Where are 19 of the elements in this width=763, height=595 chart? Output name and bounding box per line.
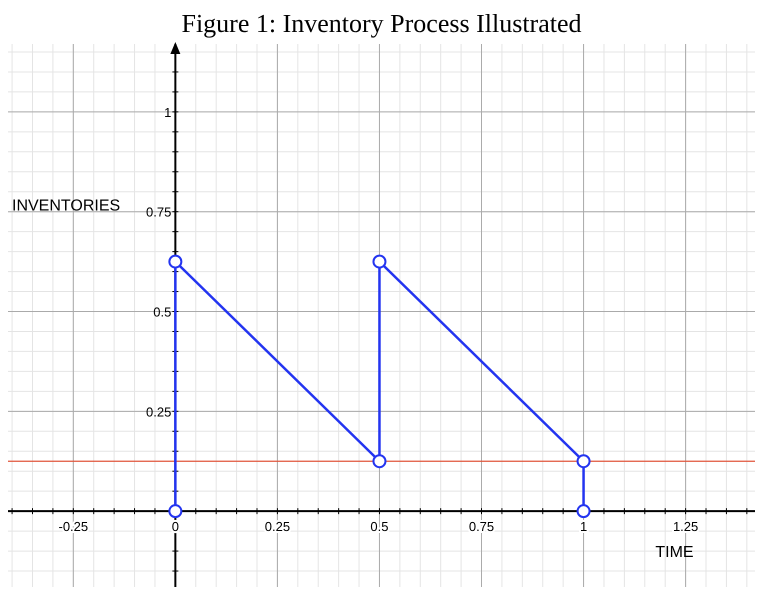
point bbox=[372, 454, 386, 468]
point bbox=[576, 454, 591, 468]
y-axis-title: INVENTORIES bbox=[12, 198, 120, 215]
chart-title: Figure 1: Inventory Process Illustrated bbox=[181, 9, 582, 38]
point bbox=[168, 254, 182, 269]
y-tick-label: 1 bbox=[164, 104, 172, 120]
point bbox=[168, 504, 182, 518]
y-tick-label: 0.25 bbox=[146, 404, 172, 420]
x-tick-label: 0.75 bbox=[468, 519, 494, 534]
x-tick-label: 1.25 bbox=[672, 519, 698, 534]
point bbox=[576, 504, 591, 518]
x-tick-label: 0.25 bbox=[264, 519, 290, 534]
x-tick-label: 1 bbox=[580, 519, 588, 534]
x-tick-label: -0.25 bbox=[58, 519, 88, 534]
y-tick-label: 0.5 bbox=[153, 304, 172, 320]
y-tick-label: 0.75 bbox=[146, 204, 172, 220]
x-axis-title: TIME bbox=[655, 544, 694, 562]
x-tick-label: 0.5 bbox=[370, 519, 388, 534]
point bbox=[372, 254, 386, 269]
